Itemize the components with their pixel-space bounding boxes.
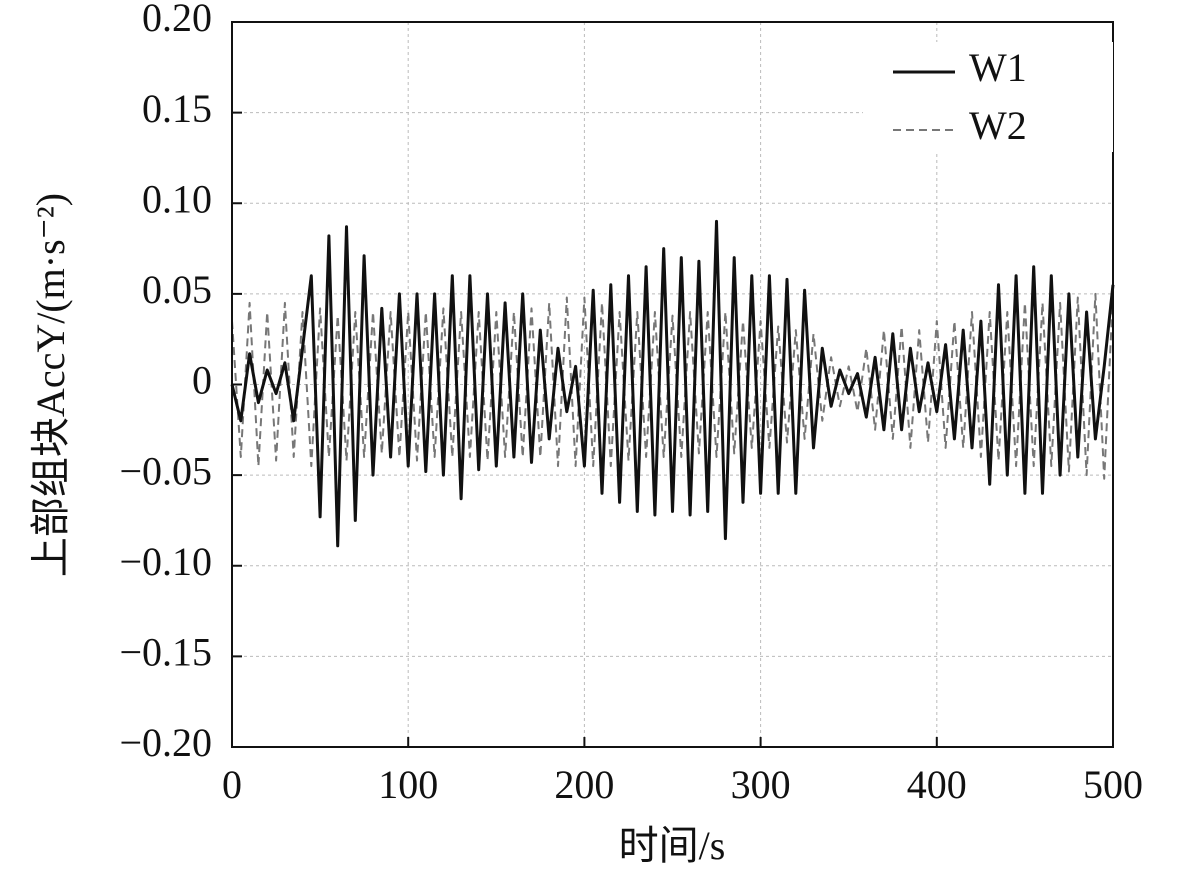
x-tick-label: 200 [554,762,614,807]
legend-label: W1 [969,45,1027,90]
x-tick-label: 0 [222,762,242,807]
legend-box [863,42,1113,152]
y-tick-label: 0.15 [142,86,212,131]
y-tick-label: −0.15 [119,630,212,675]
y-tick-label: 0 [192,358,212,403]
y-tick-label: −0.05 [119,448,212,493]
legend-label: W2 [969,103,1027,148]
y-tick-label: 0.05 [142,267,212,312]
y-tick-label: 0.20 [142,0,212,40]
x-tick-label: 300 [731,762,791,807]
y-tick-label: 0.10 [142,176,212,221]
y-axis-label: 上部组块AccY/(m·s⁻²) [28,193,73,577]
x-tick-label: 500 [1083,762,1143,807]
x-axis-label: 时间/s [619,823,726,868]
y-tick-label: −0.10 [119,539,212,584]
y-tick-label: −0.20 [119,720,212,765]
series-line [230,219,1115,548]
series-line [231,292,1114,480]
plot-frame [231,21,1114,748]
x-tick-label: 400 [907,762,967,807]
x-tick-label: 100 [378,762,438,807]
